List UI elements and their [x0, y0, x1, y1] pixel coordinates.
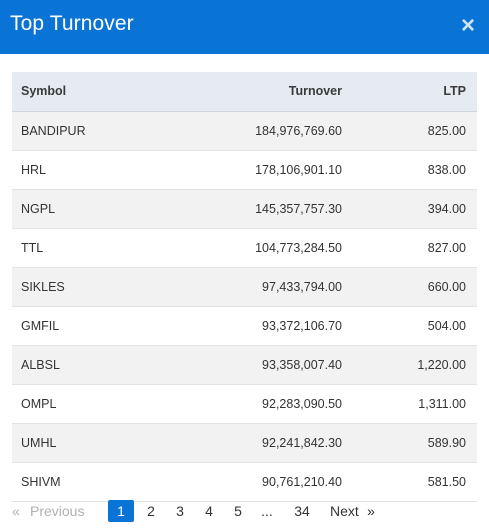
turnover-cell: 97,433,794.00 [262, 279, 342, 294]
turnover-table-container: Symbol Turnover LTP BANDIPUR 184,976,769.… [12, 72, 477, 502]
page-button-2[interactable]: 2 [147, 503, 155, 519]
table-row[interactable]: NGPL 145,357,757.30 394.00 [12, 189, 477, 228]
turnover-cell: 93,372,106.70 [262, 318, 342, 333]
ltp-cell: 589.90 [427, 435, 466, 450]
page-ellipsis: ... [261, 503, 273, 519]
next-button[interactable]: Next [330, 503, 359, 519]
next-arrow-icon[interactable]: » [367, 503, 375, 519]
table-row[interactable]: BANDIPUR 184,976,769.60 825.00 [12, 111, 477, 150]
symbol-cell: NGPL [21, 201, 56, 216]
turnover-cell: 178,106,901.10 [255, 162, 342, 177]
ltp-cell: 825.00 [427, 123, 466, 138]
page-button-5[interactable]: 5 [234, 503, 242, 519]
header-symbol[interactable]: Symbol [21, 84, 67, 99]
turnover-table: Symbol Turnover LTP BANDIPUR 184,976,769.… [12, 72, 477, 502]
page-button-34[interactable]: 34 [294, 503, 310, 519]
table-row[interactable]: TTL 104,773,284.50 827.00 [12, 228, 477, 267]
symbol-cell: TTL [21, 240, 44, 255]
symbol-cell: HRL [21, 162, 47, 177]
table-row[interactable]: OMPL 92,283,090.50 1,311.00 [12, 384, 477, 423]
ltp-cell: 838.00 [427, 162, 466, 177]
symbol-cell: ALBSL [21, 357, 60, 372]
turnover-cell: 90,761,210.40 [262, 474, 342, 489]
modal-header: Top Turnover × [0, 0, 489, 54]
turnover-cell: 104,773,284.50 [255, 240, 342, 255]
previous-arrow-icon: « [12, 503, 20, 519]
header-turnover[interactable]: Turnover [288, 84, 342, 99]
ltp-cell: 660.00 [427, 279, 466, 294]
page-button-3[interactable]: 3 [176, 503, 184, 519]
table-row[interactable]: SHIVM 90,761,210.40 581.50 [12, 462, 477, 501]
ltp-cell: 581.50 [427, 474, 466, 489]
turnover-cell: 93,358,007.40 [262, 357, 342, 372]
table-row[interactable]: SIKLES 97,433,794.00 660.00 [12, 267, 477, 306]
pagination: « Previous 1 2 3 4 5 ... 34 Next » [12, 500, 378, 522]
ltp-cell: 394.00 [427, 201, 466, 216]
previous-button: Previous [30, 503, 85, 519]
symbol-cell: BANDIPUR [21, 123, 86, 138]
table-row[interactable]: UMHL 92,241,842.30 589.90 [12, 423, 477, 462]
page-button-4[interactable]: 4 [205, 503, 213, 519]
turnover-cell: 92,241,842.30 [262, 435, 342, 450]
symbol-cell: OMPL [21, 396, 57, 411]
table-row[interactable]: HRL 178,106,901.10 838.00 [12, 150, 477, 189]
turnover-cell: 184,976,769.60 [255, 123, 342, 138]
symbol-cell: GMFIL [21, 318, 60, 333]
page-button-1[interactable]: 1 [108, 500, 134, 522]
turnover-cell: 92,283,090.50 [262, 396, 342, 411]
symbol-cell: SHIVM [21, 474, 61, 489]
symbol-cell: UMHL [21, 435, 57, 450]
ltp-cell: 1,220.00 [417, 357, 466, 372]
header-ltp[interactable]: LTP [443, 84, 466, 99]
ltp-cell: 1,311.00 [418, 396, 466, 411]
symbol-cell: SIKLES [21, 279, 65, 294]
table-row[interactable]: GMFIL 93,372,106.70 504.00 [12, 306, 477, 345]
modal-title: Top Turnover [10, 12, 134, 35]
table-row[interactable]: ALBSL 93,358,007.40 1,220.00 [12, 345, 477, 384]
turnover-cell: 145,357,757.30 [255, 201, 342, 216]
ltp-cell: 504.00 [427, 318, 466, 333]
ltp-cell: 827.00 [427, 240, 466, 255]
table-header-row: Symbol Turnover LTP [12, 72, 477, 111]
close-icon[interactable]: × [460, 12, 475, 39]
